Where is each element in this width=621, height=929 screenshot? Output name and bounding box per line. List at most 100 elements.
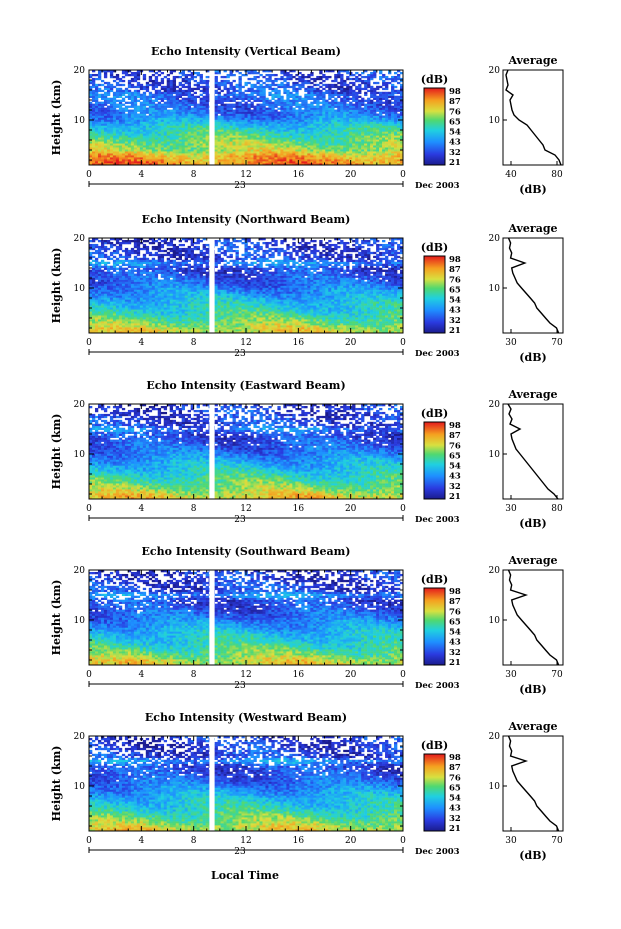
colorbar-unit: (dB) xyxy=(421,241,448,254)
average-y-tick-label: 10 xyxy=(489,284,501,294)
average-x-label: (dB) xyxy=(519,683,546,696)
average-x-tick-label: 30 xyxy=(505,670,517,680)
x-tick-label: 12 xyxy=(240,836,251,846)
y-axis-label: Height (km) xyxy=(50,248,63,324)
colorbar-tick-label: 65 xyxy=(449,617,461,627)
x-tick-label: 16 xyxy=(293,670,305,680)
average-frame xyxy=(502,69,564,166)
colorbar-tick-label: 65 xyxy=(449,117,461,127)
x-tick-label: 8 xyxy=(191,338,197,348)
average-x-tick-label: 70 xyxy=(551,836,563,846)
y-tick-label: 20 xyxy=(74,234,86,244)
colorbar-tick-label: 32 xyxy=(449,814,461,824)
colorbar-tick-label: 87 xyxy=(449,597,461,607)
average-x-tick-label: 30 xyxy=(505,338,517,348)
x-tick-label: 8 xyxy=(191,504,197,514)
average-title: Average xyxy=(507,54,557,67)
colorbar-tick-label: 21 xyxy=(449,492,461,502)
colorbar-tick-label: 87 xyxy=(449,97,461,107)
average-x-tick-label: 30 xyxy=(505,836,517,846)
colorbar-tick-label: 98 xyxy=(449,421,461,431)
colorbar-tick-label: 43 xyxy=(449,638,461,648)
colorbar-tick-label: 87 xyxy=(449,265,461,275)
colorbar-tick-label: 98 xyxy=(449,255,461,265)
x-tick-label: 0 xyxy=(400,836,406,846)
average-profile-line xyxy=(505,69,562,166)
average-x-tick-label: 70 xyxy=(551,670,563,680)
average-frame xyxy=(502,735,564,832)
date-label: Dec 2003 xyxy=(415,681,460,691)
y-tick-label: 10 xyxy=(74,116,86,126)
average-y-tick-label: 20 xyxy=(489,400,501,410)
colorbar xyxy=(423,421,446,500)
colorbar-tick-label: 76 xyxy=(449,275,461,285)
average-x-label: (dB) xyxy=(519,517,546,530)
x-tick-label: 16 xyxy=(293,170,305,180)
average-frame xyxy=(502,403,564,500)
average-y-tick-label: 10 xyxy=(489,782,501,792)
x-tick-label: 20 xyxy=(345,670,357,680)
x-tick-label: 16 xyxy=(293,836,305,846)
average-profile-line xyxy=(507,569,560,666)
panel-2: Echo Intensity (Northward Beam) 20 10 Heigh… xyxy=(50,213,564,364)
colorbar-tick-label: 98 xyxy=(449,87,461,97)
average-title: Average xyxy=(507,222,557,235)
panel-title: Echo Intensity (Eastward Beam) xyxy=(146,379,345,392)
colorbar-tick-label: 98 xyxy=(449,587,461,597)
average-title: Average xyxy=(507,720,557,733)
heatmap-cells xyxy=(89,736,404,832)
average-x-label: (dB) xyxy=(519,183,546,196)
x-tick-label: 4 xyxy=(138,504,144,514)
colorbar-tick-label: 54 xyxy=(449,296,461,306)
colorbar-tick-label: 76 xyxy=(449,607,461,617)
colorbar-tick-label: 54 xyxy=(449,462,461,472)
colorbar xyxy=(423,587,446,666)
x-tick-label: 16 xyxy=(293,338,305,348)
x-tick-label: 0 xyxy=(400,338,406,348)
colorbar-tick-label: 76 xyxy=(449,107,461,117)
x-tick-label: 20 xyxy=(345,836,357,846)
average-x-label: (dB) xyxy=(519,849,546,862)
date-label: Dec 2003 xyxy=(415,349,460,359)
date-label: Dec 2003 xyxy=(415,181,460,191)
x-tick-label: 12 xyxy=(240,338,251,348)
average-profile-line xyxy=(507,735,560,832)
colorbar-tick-label: 43 xyxy=(449,472,461,482)
panel-3: Echo Intensity (Eastward Beam) 20 10 Height… xyxy=(50,379,564,530)
average-title: Average xyxy=(507,554,557,567)
y-tick-label: 10 xyxy=(74,450,86,460)
panel-title: Echo Intensity (Northward Beam) xyxy=(142,213,351,226)
y-axis-label: Height (km) xyxy=(50,80,63,156)
x-tick-label: 8 xyxy=(191,170,197,180)
average-title: Average xyxy=(507,388,557,401)
x-tick-label: 0 xyxy=(86,670,92,680)
average-y-tick-label: 20 xyxy=(489,234,501,244)
day-label: 23 xyxy=(234,515,246,525)
colorbar-tick-label: 32 xyxy=(449,482,461,492)
colorbar-tick-label: 32 xyxy=(449,148,461,158)
colorbar-tick-label: 65 xyxy=(449,285,461,295)
x-tick-label: 4 xyxy=(138,338,144,348)
x-tick-label: 12 xyxy=(240,504,251,514)
colorbar-tick-label: 21 xyxy=(449,326,461,336)
average-y-tick-label: 10 xyxy=(489,116,501,126)
colorbar-unit: (dB) xyxy=(421,407,448,420)
colorbar-unit: (dB) xyxy=(421,73,448,86)
y-tick-label: 20 xyxy=(74,66,86,76)
colorbar-tick-label: 87 xyxy=(449,431,461,441)
average-x-tick-label: 40 xyxy=(505,170,517,180)
heatmap-cells xyxy=(89,238,404,334)
data-gap xyxy=(209,238,215,333)
average-x-label: (dB) xyxy=(519,351,546,364)
average-y-tick-label: 10 xyxy=(489,616,501,626)
data-gap xyxy=(209,736,215,831)
average-x-tick-label: 80 xyxy=(551,170,563,180)
y-tick-label: 10 xyxy=(74,616,86,626)
data-gap xyxy=(209,404,215,499)
average-profile-line xyxy=(507,403,559,500)
colorbar-tick-label: 65 xyxy=(449,451,461,461)
day-label: 23 xyxy=(234,847,246,857)
colorbar-tick-label: 32 xyxy=(449,648,461,658)
colorbar-tick-label: 76 xyxy=(449,441,461,451)
